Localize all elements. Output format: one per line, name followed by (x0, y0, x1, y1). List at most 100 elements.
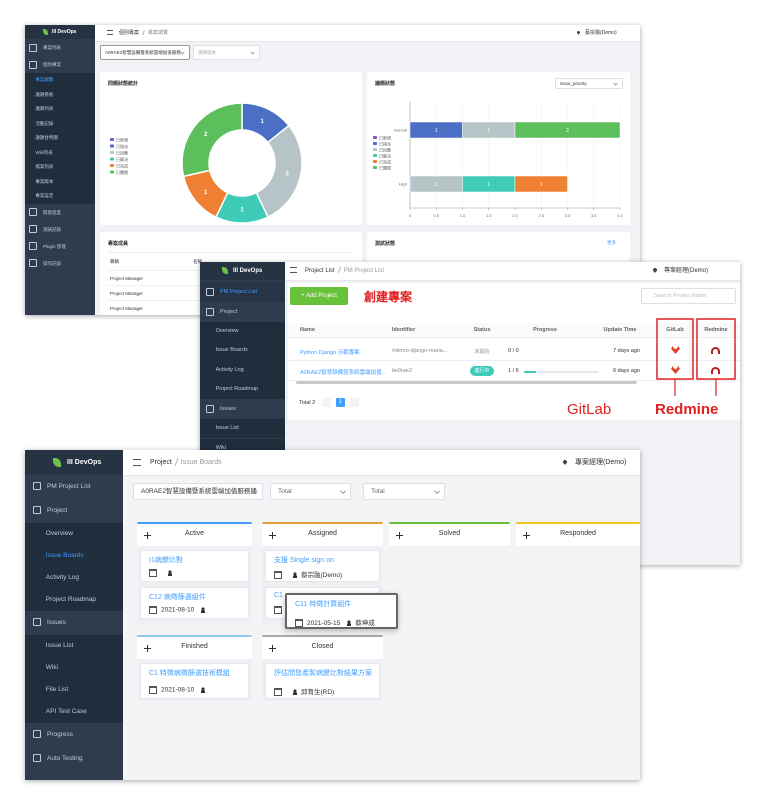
nav-item[interactable]: Project (25, 499, 123, 523)
prev-page[interactable] (322, 398, 331, 407)
version-select[interactable]: 選擇版本 (193, 45, 260, 60)
breadcrumb-item[interactable]: Project (150, 459, 172, 466)
card-title[interactable]: I1病變比對 (149, 557, 183, 564)
column-title: Active (184, 530, 205, 537)
nav-subitem[interactable]: Issue Boards (200, 341, 285, 361)
card-title[interactable]: C1 特徵病徵篩選技術模組 (149, 670, 230, 677)
add-issue[interactable] (144, 645, 151, 652)
user-name[interactable]: 專案經理(Demo) (575, 459, 627, 466)
filter-select[interactable]: A0RAE2智慧設備暨系統雲端加值服務建 (133, 483, 263, 500)
nav-subitem[interactable]: 專案總覽 (25, 73, 95, 88)
issue-card[interactable]: C12 病徵篩選組件 2021-08-10 (140, 587, 249, 619)
column-header: Progress (533, 327, 557, 333)
nav-subitem[interactable]: 議題列表 (25, 102, 95, 117)
card-title[interactable]: 支援 Single sign on (274, 557, 334, 564)
menu-icon[interactable] (107, 30, 113, 36)
project-name[interactable]: A0RAE2智慧設備暨系統雲端加值... (300, 370, 386, 376)
slice-label: 1 (240, 208, 244, 214)
card-title[interactable]: C11 特徵計算組件 (295, 601, 352, 608)
card-title[interactable]: C1 (274, 592, 283, 599)
nav-subitem[interactable]: Overview (25, 523, 123, 545)
filter-select[interactable]: Total (363, 483, 445, 500)
nav-item[interactable]: 測試記錄 (25, 221, 95, 238)
redmine-icon[interactable] (711, 347, 720, 354)
user-menu[interactable]: 專案經理(Demo) (562, 450, 627, 475)
menu-icon[interactable] (290, 267, 297, 274)
card-meta (149, 569, 176, 577)
card-title[interactable]: 評估間發產製病變比對結果方案 (274, 670, 372, 677)
board-column: Responded (516, 522, 640, 547)
nav-item[interactable]: Auto Testing (25, 747, 123, 771)
legend-swatch (110, 157, 114, 161)
nav-item[interactable]: 開發進度 (25, 204, 95, 221)
legend-swatch (373, 136, 377, 139)
user-name[interactable]: 專案經理(Demo) (664, 268, 709, 274)
nav-subitem[interactable]: 檔案列表 (25, 160, 95, 175)
brand: III DevOps (25, 25, 95, 39)
add-issue[interactable] (269, 532, 276, 539)
logo (43, 28, 48, 35)
nav-item[interactable]: PM Project List (25, 475, 123, 499)
nav-subitem[interactable]: Wiki列表 (25, 145, 95, 160)
issue-card[interactable]: 評估間發產製病變比對結果方案 邱育生(RD) (265, 663, 380, 699)
issue-card[interactable]: C1 特徵病徵篩選技術模組 2021-08-10 (140, 663, 249, 699)
add-issue[interactable] (144, 532, 151, 539)
scrollbar[interactable] (296, 381, 637, 384)
nav-item[interactable]: 操作記錄 (25, 255, 95, 272)
nav-subitem[interactable]: 活動記錄 (25, 116, 95, 131)
nav-subitem[interactable]: Wiki (25, 657, 123, 679)
nav-subitem[interactable]: File List (25, 679, 123, 701)
nav-subitem[interactable]: Issue List (25, 635, 123, 657)
nav-subitem[interactable]: Project Roadmap (200, 379, 285, 400)
chart-select[interactable]: issue_priority (555, 78, 623, 89)
nav-subitem[interactable]: Overview (200, 322, 285, 342)
nav-item[interactable]: Project (200, 302, 285, 322)
nav-subitem[interactable]: Issue List (200, 419, 285, 439)
page-button[interactable]: 1 (336, 398, 345, 407)
next-page[interactable] (350, 398, 359, 407)
redmine-icon[interactable] (711, 367, 720, 374)
nav-subitem[interactable]: Activity Log (200, 360, 285, 380)
breadcrumb-item[interactable]: Project List (305, 268, 335, 274)
add-issue[interactable] (269, 645, 276, 652)
nav-item[interactable]: PM Project List (200, 282, 285, 302)
issue-card[interactable]: C11 特徵計算組件 2021-05-15 蔡坤成 (285, 593, 398, 629)
breadcrumb-item[interactable]: 個別專案 (119, 30, 140, 36)
nav-item[interactable]: 個別專案 (25, 56, 95, 73)
select-placeholder: 選擇版本 (198, 50, 216, 55)
add-issue[interactable] (396, 532, 403, 539)
issue-card[interactable]: 支援 Single sign on 蔡宗融(Demo) (265, 550, 380, 582)
card-title[interactable]: C12 病徵篩選組件 (149, 594, 206, 601)
nav-item[interactable]: Plugin 管理 (25, 238, 95, 255)
issue-card[interactable]: I1病變比對 (140, 550, 249, 582)
nav-item[interactable]: Progress (25, 723, 123, 747)
user-menu[interactable]: 蔡宗融(Demo) (576, 25, 617, 41)
project-select[interactable]: A0RAE2智慧設備暨系統雲端加值服務 (100, 45, 190, 60)
filter-select[interactable]: Total (270, 483, 351, 500)
column-header: Solved (389, 522, 510, 546)
add-issue[interactable] (523, 532, 530, 539)
nav-item[interactable]: Issues (25, 611, 123, 635)
gitlab-icon[interactable] (671, 366, 680, 374)
legend-swatch (110, 144, 114, 148)
select-value: issue_priority (560, 81, 587, 86)
nav-subitem[interactable]: Project Roadmap (25, 589, 123, 611)
legend-label: 已回應 (116, 149, 128, 155)
more-link[interactable]: 更多 (607, 240, 616, 245)
nav-subitem[interactable]: 議題甘特圖 (25, 131, 95, 146)
user-menu[interactable]: 專案經理(Demo) (652, 262, 709, 280)
nav-subitem[interactable]: Activity Log (25, 567, 123, 589)
project-name[interactable]: Python Django 示範專案 (300, 350, 360, 356)
gitlab-icon[interactable] (671, 346, 680, 354)
nav-subitem[interactable]: Issue Boards (25, 545, 123, 567)
search-input[interactable]: Search Project Name (641, 288, 736, 304)
nav-subitem[interactable]: API Test Case (25, 701, 123, 723)
nav-item[interactable]: 專案列表 (25, 39, 95, 56)
nav-subitem[interactable]: 議題看板 (25, 87, 95, 102)
nav-subitem[interactable]: 專案版本 (25, 174, 95, 189)
nav-subitem[interactable]: 專案設定 (25, 189, 95, 204)
nav-item[interactable]: Issues (200, 399, 285, 419)
menu-icon[interactable] (133, 458, 141, 466)
user-name[interactable]: 蔡宗融(Demo) (585, 30, 617, 36)
add-project-button[interactable]: + Add Project (290, 287, 348, 305)
